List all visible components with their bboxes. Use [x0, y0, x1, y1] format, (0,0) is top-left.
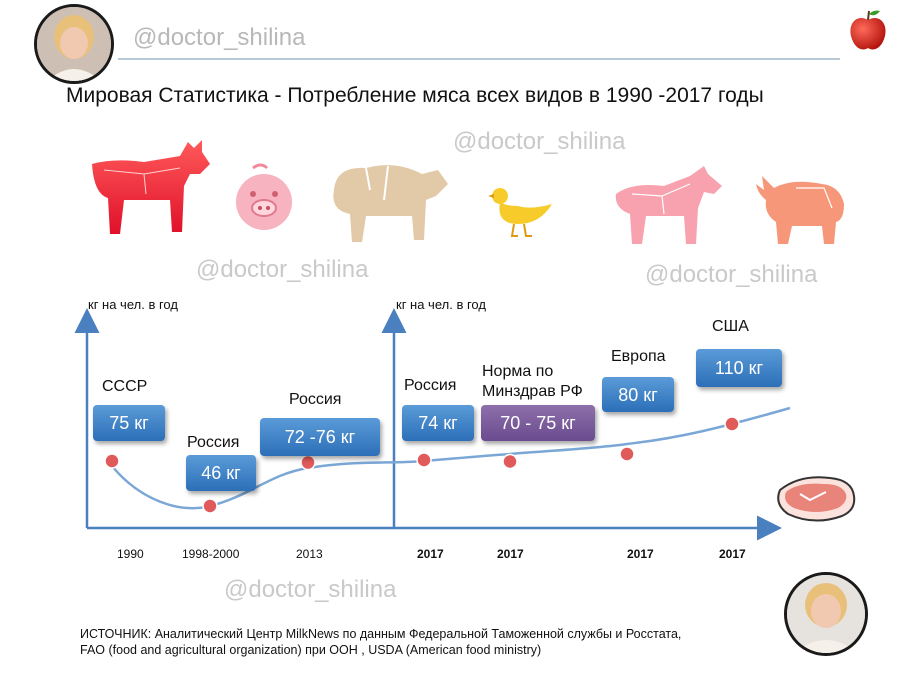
x-tick-label: 2017 — [417, 547, 444, 561]
x-tick-label: 1998-2000 — [182, 547, 240, 561]
source-note: ИСТОЧНИК: Аналитический Центр MilkNews п… — [80, 626, 780, 658]
horse-icon — [615, 166, 722, 244]
data-label: 70 - 75 кг — [481, 405, 595, 441]
apple-icon — [850, 10, 886, 50]
steak-icon — [777, 476, 856, 522]
data-point — [502, 453, 518, 470]
data-point — [104, 453, 120, 469]
data-label: 74 кг — [402, 405, 474, 441]
x-tick-label: 2017 — [627, 547, 654, 561]
watermark: @doctor_shilina — [224, 576, 397, 603]
y-axis-label-right: кг на чел. в год — [396, 297, 486, 312]
data-label: 75 кг — [93, 405, 165, 441]
region-label: Россия — [187, 434, 240, 451]
region-label: Россия — [404, 377, 457, 394]
source-line: FAO (food and agricultural organization)… — [80, 643, 542, 657]
x-tick-label: 2013 — [296, 547, 323, 561]
header-divider — [118, 58, 840, 60]
avatar-photo-icon — [37, 7, 111, 81]
data-point — [202, 498, 218, 514]
region-label: США — [712, 318, 749, 335]
page-title: Мировая Статистика - Потребление мяса вс… — [66, 84, 764, 107]
region-label: СССР — [102, 378, 148, 395]
data-label: 80 кг — [602, 377, 674, 412]
data-label: 46 кг — [186, 455, 256, 491]
data-label: 72 -76 кг — [260, 418, 380, 456]
data-point — [300, 454, 316, 471]
region-label: Россия — [289, 391, 342, 408]
x-tick-label: 2017 — [719, 547, 746, 561]
data-point — [416, 452, 432, 468]
region-label: Норма по Минздрав РФ — [482, 363, 583, 400]
cow-icon — [92, 140, 210, 234]
header-handle: @doctor_shilina — [133, 24, 306, 51]
data-point — [619, 446, 635, 462]
y-axis-label-left: кг на чел. в год — [88, 297, 178, 312]
avatar-photo-icon — [787, 575, 865, 653]
pig-icon — [236, 163, 292, 230]
sheep-icon — [333, 165, 448, 242]
avatar-bottom — [784, 572, 868, 656]
watermark: @doctor_shilina — [645, 261, 818, 288]
duck-icon — [488, 188, 552, 237]
data-label: 110 кг — [696, 349, 782, 387]
avatar-top — [34, 4, 114, 84]
x-tick-label: 2017 — [497, 547, 524, 561]
region-label: Европа — [611, 348, 666, 365]
data-point — [724, 416, 740, 432]
watermark: @doctor_shilina — [453, 128, 626, 155]
source-line: ИСТОЧНИК: Аналитический Центр MilkNews п… — [80, 627, 682, 641]
yak-icon — [756, 176, 844, 244]
x-tick-label: 1990 — [117, 547, 144, 561]
watermark: @doctor_shilina — [196, 256, 369, 283]
